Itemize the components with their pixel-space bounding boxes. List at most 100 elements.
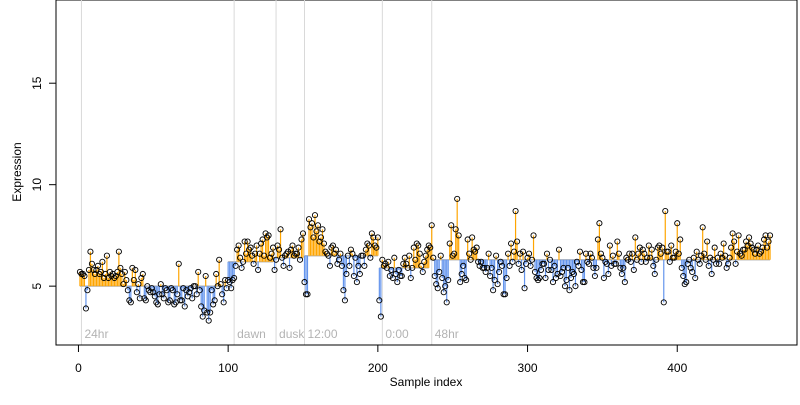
point-stems (79, 198, 771, 321)
data-point (403, 260, 410, 267)
data-point (88, 260, 95, 267)
data-point (329, 242, 336, 249)
data-point (205, 317, 212, 324)
data-point (460, 262, 467, 269)
data-point (632, 234, 639, 241)
data-point (299, 230, 307, 237)
data-point (683, 279, 690, 286)
data-point (415, 242, 422, 249)
data-point (612, 260, 619, 267)
data-point (726, 254, 733, 261)
data-point (379, 256, 386, 263)
data-point (237, 254, 244, 261)
data-point (258, 240, 265, 247)
data-point (472, 248, 479, 255)
data-point (359, 252, 366, 259)
data-point (720, 240, 727, 247)
data-point (458, 270, 465, 278)
data-point (527, 262, 534, 269)
data-point (355, 262, 362, 269)
data-point (488, 264, 495, 271)
data-point (121, 268, 128, 275)
data-point (84, 287, 91, 294)
data-point (373, 244, 380, 251)
data-point (725, 260, 732, 267)
event-marker-label: 24hr (84, 327, 108, 341)
data-point (738, 252, 745, 259)
data-point (645, 242, 652, 249)
event-markers: 24hr dawn dusk 12:00 0:00 48hr (80, 0, 459, 345)
data-point (711, 244, 718, 251)
data-point (100, 274, 107, 282)
data-point (505, 250, 512, 257)
data-point (675, 250, 682, 257)
data-point (558, 268, 566, 275)
data-point (362, 246, 369, 253)
data-point (244, 238, 251, 245)
data-point (132, 266, 139, 273)
data-point (750, 246, 757, 253)
data-point (573, 258, 580, 265)
data-point (228, 285, 235, 292)
data-point (442, 283, 449, 290)
data-point (271, 266, 278, 273)
data-point (240, 258, 247, 265)
data-point (243, 250, 250, 257)
data-point (204, 309, 211, 316)
data-points (76, 195, 774, 324)
data-point (422, 252, 429, 259)
data-point (617, 264, 624, 271)
data-point (156, 291, 163, 298)
data-point (699, 224, 706, 231)
data-point (418, 262, 425, 269)
data-point (207, 309, 214, 316)
data-point (762, 232, 769, 239)
data-point (557, 272, 564, 280)
data-point (490, 287, 497, 294)
data-point (666, 258, 673, 265)
data-point (482, 268, 489, 275)
data-point (545, 266, 552, 273)
data-point (192, 283, 199, 290)
data-point (525, 250, 533, 257)
data-point (668, 242, 675, 249)
data-point (473, 244, 480, 251)
data-point (82, 305, 89, 312)
data-point (326, 262, 333, 269)
data-point (659, 244, 666, 251)
data-point (353, 279, 360, 286)
data-point (275, 246, 283, 253)
data-point (193, 291, 200, 298)
data-point (169, 287, 176, 294)
data-point (160, 295, 167, 302)
data-point (431, 272, 438, 280)
data-point (419, 268, 426, 275)
data-point (332, 246, 339, 253)
data-point (434, 285, 441, 292)
x-tick-label: 0 (75, 361, 82, 375)
data-point (714, 254, 721, 261)
data-point (509, 258, 516, 265)
data-point (280, 262, 287, 269)
data-point (234, 246, 241, 253)
data-point (268, 250, 275, 257)
data-point (117, 264, 124, 271)
data-point (575, 262, 582, 269)
data-point (138, 274, 145, 282)
x-tick-label: 100 (218, 361, 238, 375)
data-point (695, 256, 702, 263)
data-point (531, 268, 539, 275)
data-point (267, 254, 274, 261)
data-point (346, 262, 353, 269)
data-point (409, 264, 416, 271)
data-point (319, 226, 326, 233)
data-point (508, 240, 515, 247)
data-point (644, 254, 651, 261)
data-point (186, 289, 193, 296)
data-point (657, 250, 664, 257)
plot-frame (55, 0, 798, 346)
data-point (708, 270, 715, 278)
data-point (487, 272, 494, 280)
data-point (549, 279, 557, 286)
